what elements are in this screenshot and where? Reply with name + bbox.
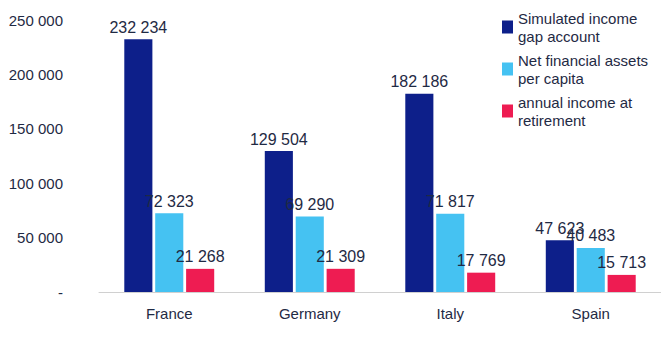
svg-text:Simulated income: Simulated income <box>518 10 641 27</box>
svg-text:50 000: 50 000 <box>17 229 63 246</box>
svg-text:182 186: 182 186 <box>390 73 448 90</box>
svg-text:129 504: 129 504 <box>250 131 308 148</box>
svg-text:Net financial assets: Net financial assets <box>518 52 652 69</box>
svg-text:250 000: 250 000 <box>9 12 63 29</box>
svg-text:69 290: 69 290 <box>285 196 334 213</box>
svg-text:annual income at: annual income at <box>518 94 636 111</box>
svg-text:Germany: Germany <box>279 305 341 322</box>
svg-text:per capita: per capita <box>518 70 585 87</box>
svg-text:100 000: 100 000 <box>9 175 63 192</box>
svg-text:200 000: 200 000 <box>9 66 63 83</box>
svg-text:71 817: 71 817 <box>426 193 475 210</box>
svg-text:Spain: Spain <box>572 305 610 322</box>
svg-text:72 323: 72 323 <box>145 193 194 210</box>
svg-text:15 713: 15 713 <box>597 254 646 271</box>
svg-text:47 623: 47 623 <box>535 219 585 237</box>
svg-text:retirement: retirement <box>518 112 586 129</box>
svg-text:150 000: 150 000 <box>9 120 63 137</box>
svg-text:-: - <box>58 284 63 301</box>
svg-text:21 268: 21 268 <box>176 248 225 265</box>
svg-text:France: France <box>146 305 193 322</box>
svg-text:21 309: 21 309 <box>316 248 365 265</box>
svg-text:232 234: 232 234 <box>109 19 167 36</box>
svg-text:Italy: Italy <box>436 305 464 322</box>
svg-text:17 769: 17 769 <box>457 252 506 269</box>
svg-text:40 483: 40 483 <box>566 227 615 244</box>
svg-text:gap account: gap account <box>518 28 601 45</box>
